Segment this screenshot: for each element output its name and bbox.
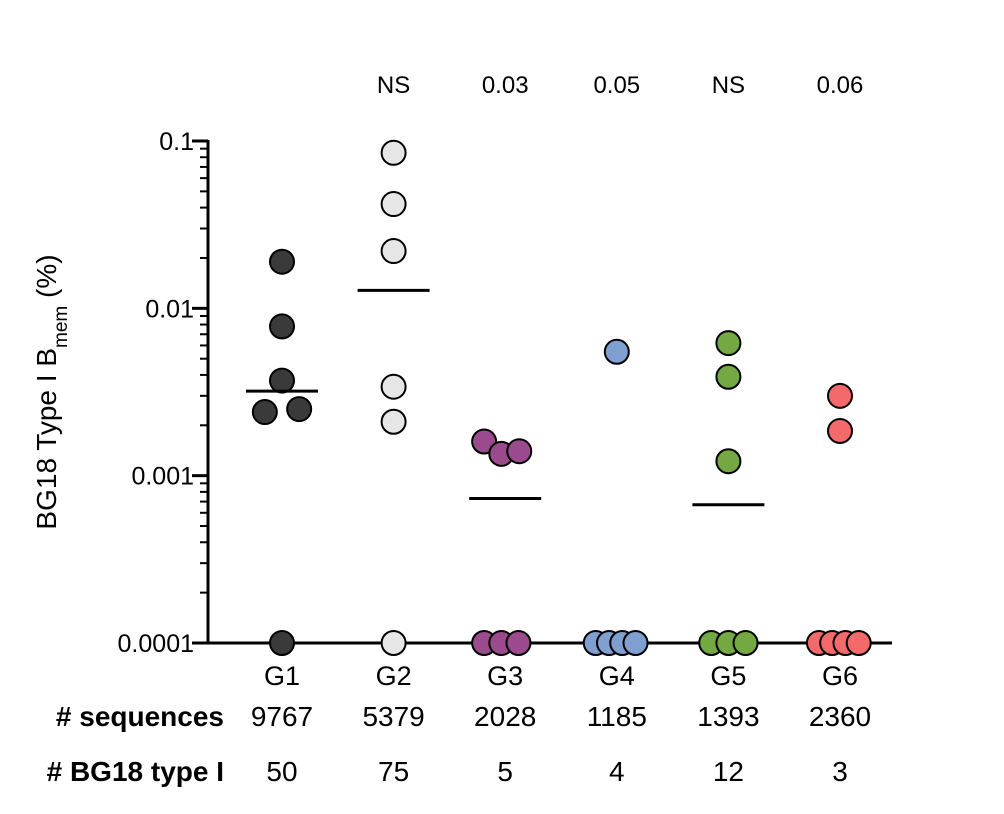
row-1-value: 12	[713, 756, 744, 787]
y-tick-label: 0.0001	[118, 630, 194, 658]
p-value-g2: NS	[377, 72, 410, 99]
data-point-g2	[380, 191, 407, 218]
data-point-g2	[380, 139, 407, 166]
row-0-value: 1185	[587, 701, 647, 732]
axes	[192, 139, 892, 645]
row-0-value: 2028	[474, 701, 536, 732]
p-value-g3: 0.03	[482, 72, 529, 99]
row-0-value: 1393	[697, 701, 759, 732]
group-label-g1: G1	[264, 661, 300, 691]
row-1-value: 75	[378, 756, 409, 787]
group-label-g2: G2	[376, 661, 412, 691]
data-point-g2	[380, 238, 407, 265]
row-0-value: 2360	[809, 701, 871, 732]
row-label-0: # sequences	[56, 701, 224, 732]
y-tick-label: 0.1	[159, 128, 194, 156]
data-point-g5	[715, 448, 742, 475]
group-label-g3: G3	[487, 661, 523, 691]
row-1-value: 5	[497, 756, 513, 787]
p-value-g6: 0.06	[817, 72, 864, 99]
labels: 0.0001 0.001 0.01 0.1 BG18 Type I Bmem (%) G1…	[31, 72, 871, 787]
data-points	[251, 139, 872, 656]
data-point-g6	[845, 630, 872, 656]
data-point-g3	[505, 630, 532, 656]
data-point-g5	[715, 330, 742, 357]
group-label-g5: G5	[710, 661, 746, 691]
data-point-g1	[269, 248, 295, 275]
y-axis-label-subscript: mem	[51, 306, 72, 348]
row-1-value: 50	[266, 756, 297, 787]
row-label-1: # BG18 type I	[47, 756, 224, 787]
data-point-g1	[251, 399, 278, 426]
row-1-value: 3	[832, 756, 848, 787]
y-axis-label-main: BG18 Type I B	[31, 348, 62, 530]
data-point-g1	[269, 313, 295, 340]
row-0-value: 5379	[362, 701, 424, 732]
group-label-g6: G6	[822, 661, 858, 691]
p-value-g5: NS	[712, 72, 745, 99]
data-point-g2	[380, 630, 407, 656]
data-point-g5	[732, 630, 759, 656]
group-label-g4: G4	[599, 661, 635, 691]
y-tick-label: 0.001	[131, 463, 194, 491]
data-point-g3	[506, 438, 533, 465]
data-point-g6	[827, 382, 853, 409]
y-axis-label-suffix: (%)	[31, 254, 62, 305]
data-point-g1	[269, 630, 295, 656]
p-value-g4: 0.05	[593, 72, 640, 99]
data-point-g4	[622, 630, 649, 656]
data-point-g6	[827, 417, 853, 444]
data-point-g2	[380, 373, 407, 400]
data-point-g2	[380, 408, 407, 435]
row-0-value: 9767	[251, 701, 313, 732]
data-point-g1	[286, 396, 313, 423]
y-axis-label: BG18 Type I Bmem (%)	[31, 254, 72, 529]
data-point-g4	[603, 338, 630, 365]
data-point-g5	[715, 363, 742, 390]
median-lines	[246, 288, 765, 507]
row-1-value: 4	[609, 756, 625, 787]
y-tick-label: 0.01	[145, 295, 194, 323]
data-point-g1	[269, 367, 295, 394]
